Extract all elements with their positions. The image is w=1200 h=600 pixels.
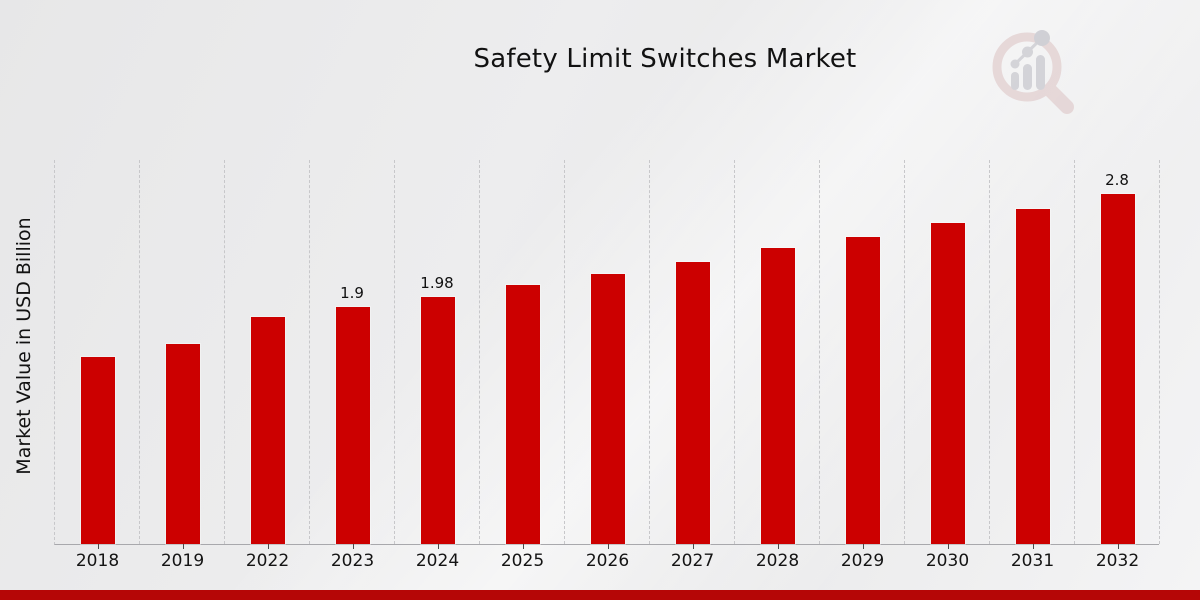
x-axis-tick xyxy=(947,544,949,549)
category-cell-2026: 2026 xyxy=(565,160,650,571)
category-cell-2031: 2031 xyxy=(990,160,1075,571)
bar-2018 xyxy=(80,356,115,544)
category-cell-2032: 2.8 2032 xyxy=(1075,160,1160,571)
x-tick-label-2025: 2025 xyxy=(500,551,545,571)
x-axis-tick xyxy=(352,544,354,549)
x-axis-tick xyxy=(862,544,864,549)
x-tick-label-2030: 2030 xyxy=(925,551,970,571)
bar-2025 xyxy=(505,285,540,544)
x-tick-label-2031: 2031 xyxy=(1010,551,1055,571)
x-axis-tick xyxy=(267,544,269,549)
footer-accent-strip xyxy=(0,590,1200,600)
x-axis-tick xyxy=(182,544,184,549)
bar-2032 xyxy=(1100,194,1135,544)
bar-2027 xyxy=(675,261,710,544)
bar-2023 xyxy=(335,306,370,544)
x-tick-label-2028: 2028 xyxy=(755,551,800,571)
x-tick-label-2029: 2029 xyxy=(840,551,885,571)
bar-2024 xyxy=(420,296,455,544)
x-tick-label-2018: 2018 xyxy=(75,551,120,571)
bar-2029 xyxy=(845,236,880,544)
x-axis-tick xyxy=(692,544,694,549)
x-tick-label-2024: 2024 xyxy=(415,551,460,571)
category-cell-2030: 2030 xyxy=(905,160,990,571)
category-cell-2028: 2028 xyxy=(735,160,820,571)
x-axis-tick xyxy=(437,544,439,549)
chart-title: Safety Limit Switches Market xyxy=(473,44,857,74)
y-axis-label: Market Value in USD Billion xyxy=(13,217,35,475)
category-cell-2022: 2022 xyxy=(225,160,310,571)
x-tick-label-2027: 2027 xyxy=(670,551,715,571)
bar-2031 xyxy=(1015,209,1050,544)
bar-2026 xyxy=(590,274,625,544)
x-tick-label-2026: 2026 xyxy=(585,551,630,571)
category-cell-2025: 2025 xyxy=(480,160,565,571)
magnifier-bar-chart-logo-icon xyxy=(992,30,1074,114)
bar-data-label-2032: 2.8 xyxy=(1105,171,1129,189)
x-tick-label-2032: 2032 xyxy=(1095,551,1140,571)
category-cell-2023: 1.9 2023 xyxy=(310,160,395,571)
x-axis-tick xyxy=(777,544,779,549)
bar-data-label-2024: 1.98 xyxy=(420,273,454,292)
bar-2019 xyxy=(165,344,200,544)
x-axis-tick xyxy=(1032,544,1034,549)
x-axis-tick xyxy=(607,544,609,549)
plot-area: 2018 2019 2022 1.9 2023 1.98 2024 2025 2026 2027 2… xyxy=(54,160,1160,571)
category-cell-2027: 2027 xyxy=(650,160,735,571)
category-cell-2029: 2029 xyxy=(820,160,905,571)
x-axis-tick xyxy=(522,544,524,549)
x-tick-label-2023: 2023 xyxy=(330,551,375,571)
bar-2028 xyxy=(760,247,795,544)
x-tick-label-2022: 2022 xyxy=(245,551,290,571)
x-axis-tick xyxy=(97,544,99,549)
category-cell-2018: 2018 xyxy=(55,160,140,571)
category-cell-2024: 1.98 2024 xyxy=(395,160,480,571)
bar-2022 xyxy=(250,316,285,544)
bar-2030 xyxy=(930,222,965,544)
x-axis-tick xyxy=(1117,544,1119,549)
category-cell-2019: 2019 xyxy=(140,160,225,571)
x-tick-label-2019: 2019 xyxy=(160,551,205,571)
bar-data-label-2023: 1.9 xyxy=(340,283,364,302)
